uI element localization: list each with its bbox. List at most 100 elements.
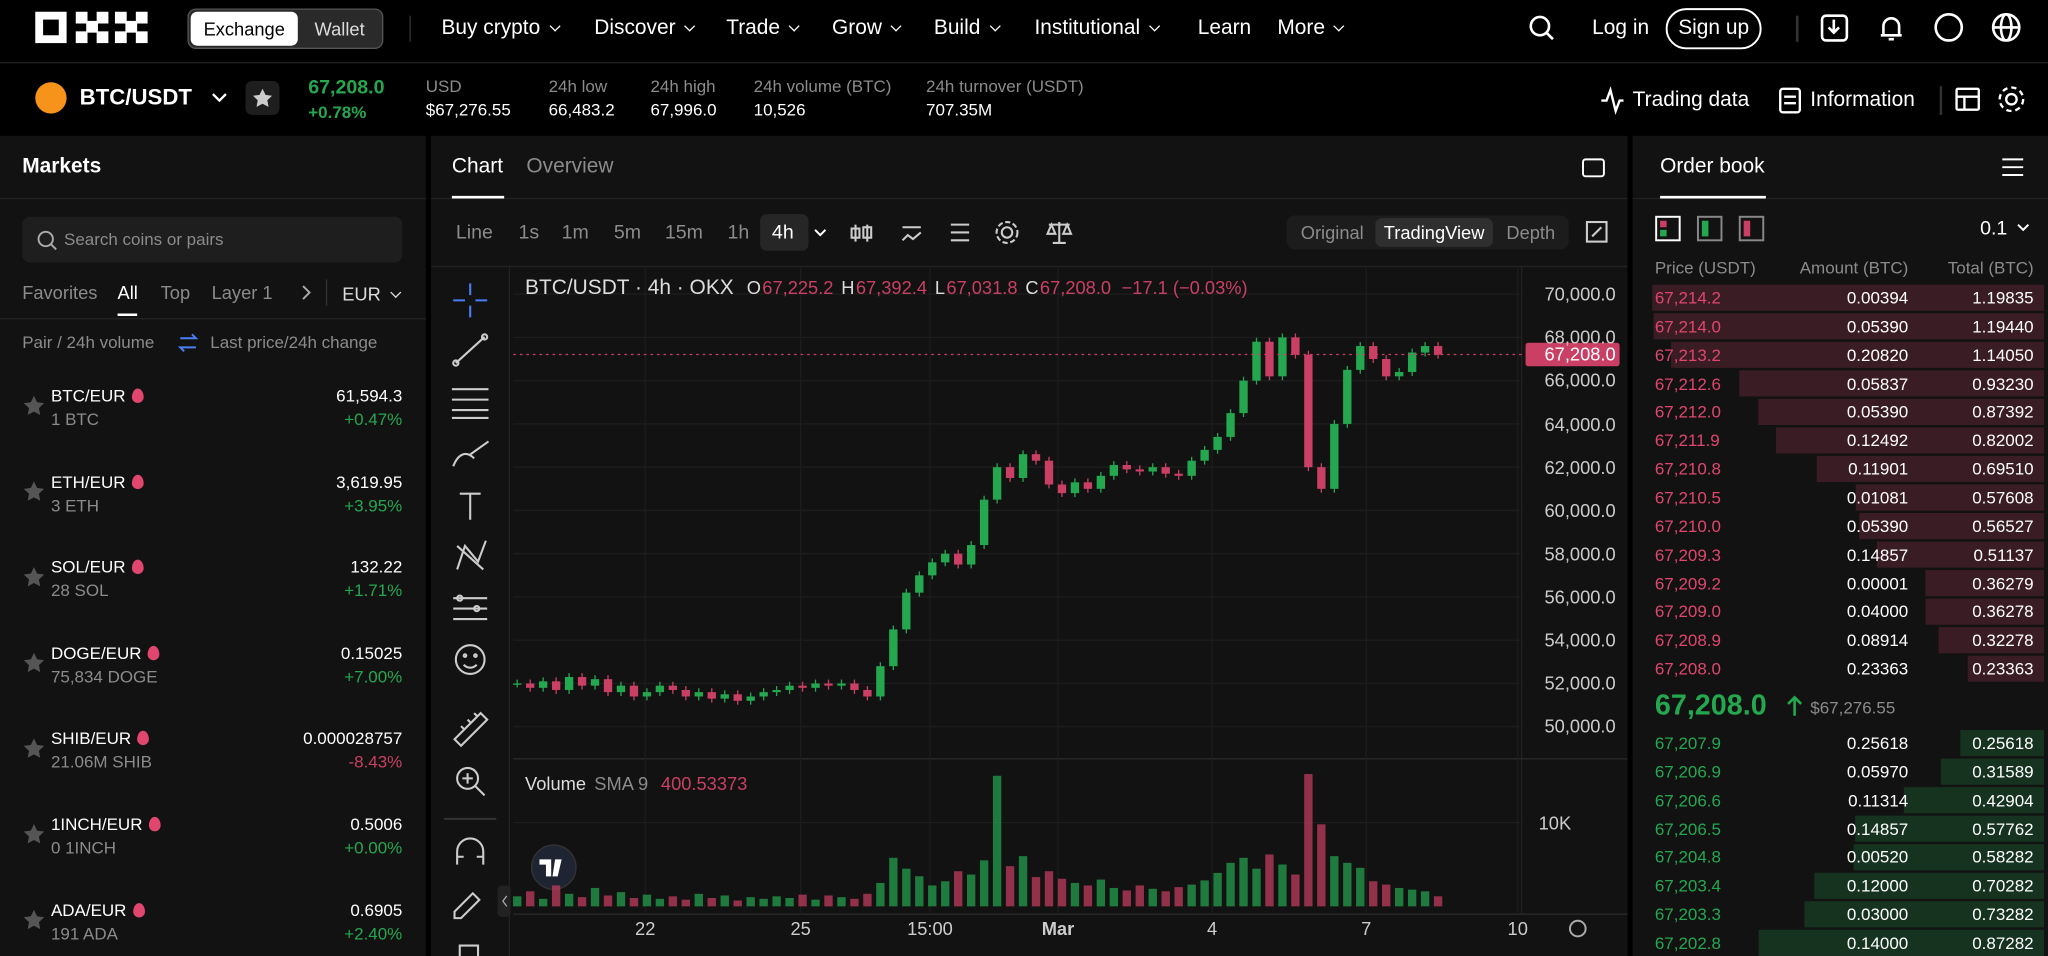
book-price[interactable]: 67,206.9 <box>1654 761 1721 782</box>
pair-name[interactable]: SHIB/EUR <box>51 729 150 748</box>
search-box[interactable] <box>22 216 403 263</box>
pair-volume: 75,834 DOGE <box>50 666 158 687</box>
interval[interactable]: Line <box>455 221 493 244</box>
star[interactable] <box>252 88 273 107</box>
nav-icons[interactable] <box>1529 8 2021 50</box>
drawing-tools[interactable] <box>444 283 497 956</box>
view-active[interactable] <box>1375 218 1493 247</box>
book-amount: 0.20820 <box>1846 345 1909 365</box>
book-price[interactable]: 67,202.8 <box>1654 933 1721 953</box>
chevron[interactable] <box>212 93 227 103</box>
book-price[interactable]: 67,211.9 <box>1654 430 1720 451</box>
btc-icon <box>35 82 67 114</box>
volume-bar <box>1096 879 1106 907</box>
book-price[interactable]: 67,212.6 <box>1654 373 1721 394</box>
login[interactable]: Log in <box>1592 16 1650 40</box>
book-price[interactable]: 67,206.6 <box>1654 790 1721 810</box>
market-tab[interactable]: Favorites <box>22 282 98 303</box>
interval[interactable]: 1m <box>561 221 589 244</box>
chevron[interactable] <box>814 229 827 237</box>
volume-bar <box>1018 856 1028 907</box>
nav-item[interactable]: Trade <box>726 17 798 41</box>
tv-logo[interactable] <box>539 859 562 877</box>
candle-body <box>551 681 561 690</box>
pair-name[interactable]: BTC/EUR <box>51 386 144 406</box>
volume-label: Volume <box>525 773 587 795</box>
nav-item[interactable]: Learn <box>1197 16 1252 40</box>
interval[interactable]: 5m <box>613 221 642 244</box>
pair-name[interactable]: DOGE/EUR <box>51 643 160 663</box>
depth-step[interactable]: 0.1 <box>1980 217 2008 240</box>
chart-toolbar-icons[interactable] <box>850 220 1608 244</box>
filter-icon[interactable] <box>2002 158 2024 176</box>
book-price[interactable]: 67,206.5 <box>1654 818 1721 839</box>
favorite-star <box>23 567 45 587</box>
signup[interactable]: Sign up <box>1678 16 1750 40</box>
tv-logo[interactable] <box>530 844 577 891</box>
volume-tick-label: 10K <box>1538 812 1572 834</box>
book-layout-icons[interactable] <box>1655 215 1765 242</box>
book-price[interactable]: 67,203.3 <box>1654 904 1721 925</box>
market-tab[interactable]: All <box>117 282 138 303</box>
pair-name[interactable]: ADA/EUR <box>51 900 145 920</box>
book-price[interactable]: 67,208.9 <box>1654 630 1721 650</box>
chart-tab[interactable]: Overview <box>526 155 614 178</box>
nav-item[interactable]: Discover <box>594 17 694 41</box>
pair-change: +7.00% <box>344 666 403 687</box>
book-price[interactable]: 67,210.5 <box>1654 487 1721 508</box>
interval[interactable]: 4h <box>771 221 794 244</box>
scroll-right[interactable] <box>302 285 311 300</box>
book-price[interactable]: 67,214.0 <box>1654 316 1721 337</box>
pair-name[interactable]: SOL/EUR <box>51 557 144 577</box>
candle-body <box>1187 460 1196 476</box>
interval[interactable]: 15m <box>664 221 703 244</box>
nav-item[interactable]: Buy crypto <box>441 17 558 41</box>
currency[interactable]: EUR <box>342 283 399 304</box>
chevron[interactable] <box>2017 223 2030 232</box>
trading-data[interactable]: Trading data <box>1632 88 1750 112</box>
search-placeholder[interactable]: Search coins or pairs <box>63 229 224 249</box>
toggle-active[interactable] <box>190 11 298 46</box>
book-price[interactable]: 67,204.8 <box>1654 847 1721 868</box>
market-tab[interactable]: Layer 1 <box>211 282 273 303</box>
chart-tab[interactable]: Chart <box>451 155 504 178</box>
information[interactable]: Information <box>1810 88 1915 112</box>
book-price[interactable]: 67,210.8 <box>1654 459 1721 479</box>
volume-bar <box>1031 877 1041 907</box>
interval[interactable]: 1s <box>518 221 540 244</box>
pair[interactable]: BTC/USDT <box>79 84 192 110</box>
wallet-tab[interactable]: Wallet <box>314 18 365 40</box>
ticker-icons[interactable] <box>1601 86 2025 115</box>
interval[interactable]: 1h <box>727 221 750 244</box>
settings-icon[interactable] <box>1568 919 1587 938</box>
book-price[interactable]: 67,209.0 <box>1654 601 1721 622</box>
book-price[interactable]: 67,213.2 <box>1654 345 1721 365</box>
market-tab[interactable]: Top <box>160 282 191 303</box>
pair-name[interactable]: 1INCH/EUR <box>51 814 161 834</box>
collapse[interactable] <box>502 895 508 907</box>
pair-name[interactable]: ETH/EUR <box>51 472 144 491</box>
nav-item[interactable]: Build <box>934 17 999 41</box>
book-price[interactable]: 67,209.2 <box>1654 573 1721 593</box>
nav-item[interactable]: More <box>1277 17 1343 41</box>
collapse[interactable] <box>497 885 511 917</box>
book-price[interactable]: 67,203.4 <box>1654 876 1721 896</box>
view-option[interactable]: Depth <box>1506 222 1556 243</box>
book-price[interactable]: 67,207.9 <box>1654 733 1721 753</box>
nav-item[interactable]: Grow <box>832 17 900 41</box>
exchange-tab[interactable]: Exchange <box>203 18 285 40</box>
book-price[interactable]: 67,208.0 <box>1654 658 1721 679</box>
book-price[interactable]: 67,210.0 <box>1654 516 1721 536</box>
nav-item[interactable]: Institutional <box>1034 17 1158 41</box>
column-header[interactable]: Last price/24h change <box>210 332 378 352</box>
column-header[interactable]: Pair / 24h volume <box>22 332 155 352</box>
logo[interactable] <box>35 11 148 44</box>
book-price[interactable]: 67,212.0 <box>1654 402 1721 422</box>
fullscreen-icon[interactable] <box>1582 158 1605 178</box>
book-price[interactable]: 67,214.2 <box>1654 287 1721 308</box>
interval-active[interactable] <box>760 214 809 251</box>
view-option[interactable]: TradingView <box>1383 222 1485 243</box>
swap-icon[interactable] <box>177 333 199 353</box>
view-option[interactable]: Original <box>1300 222 1364 243</box>
book-price[interactable]: 67,209.3 <box>1654 544 1721 565</box>
